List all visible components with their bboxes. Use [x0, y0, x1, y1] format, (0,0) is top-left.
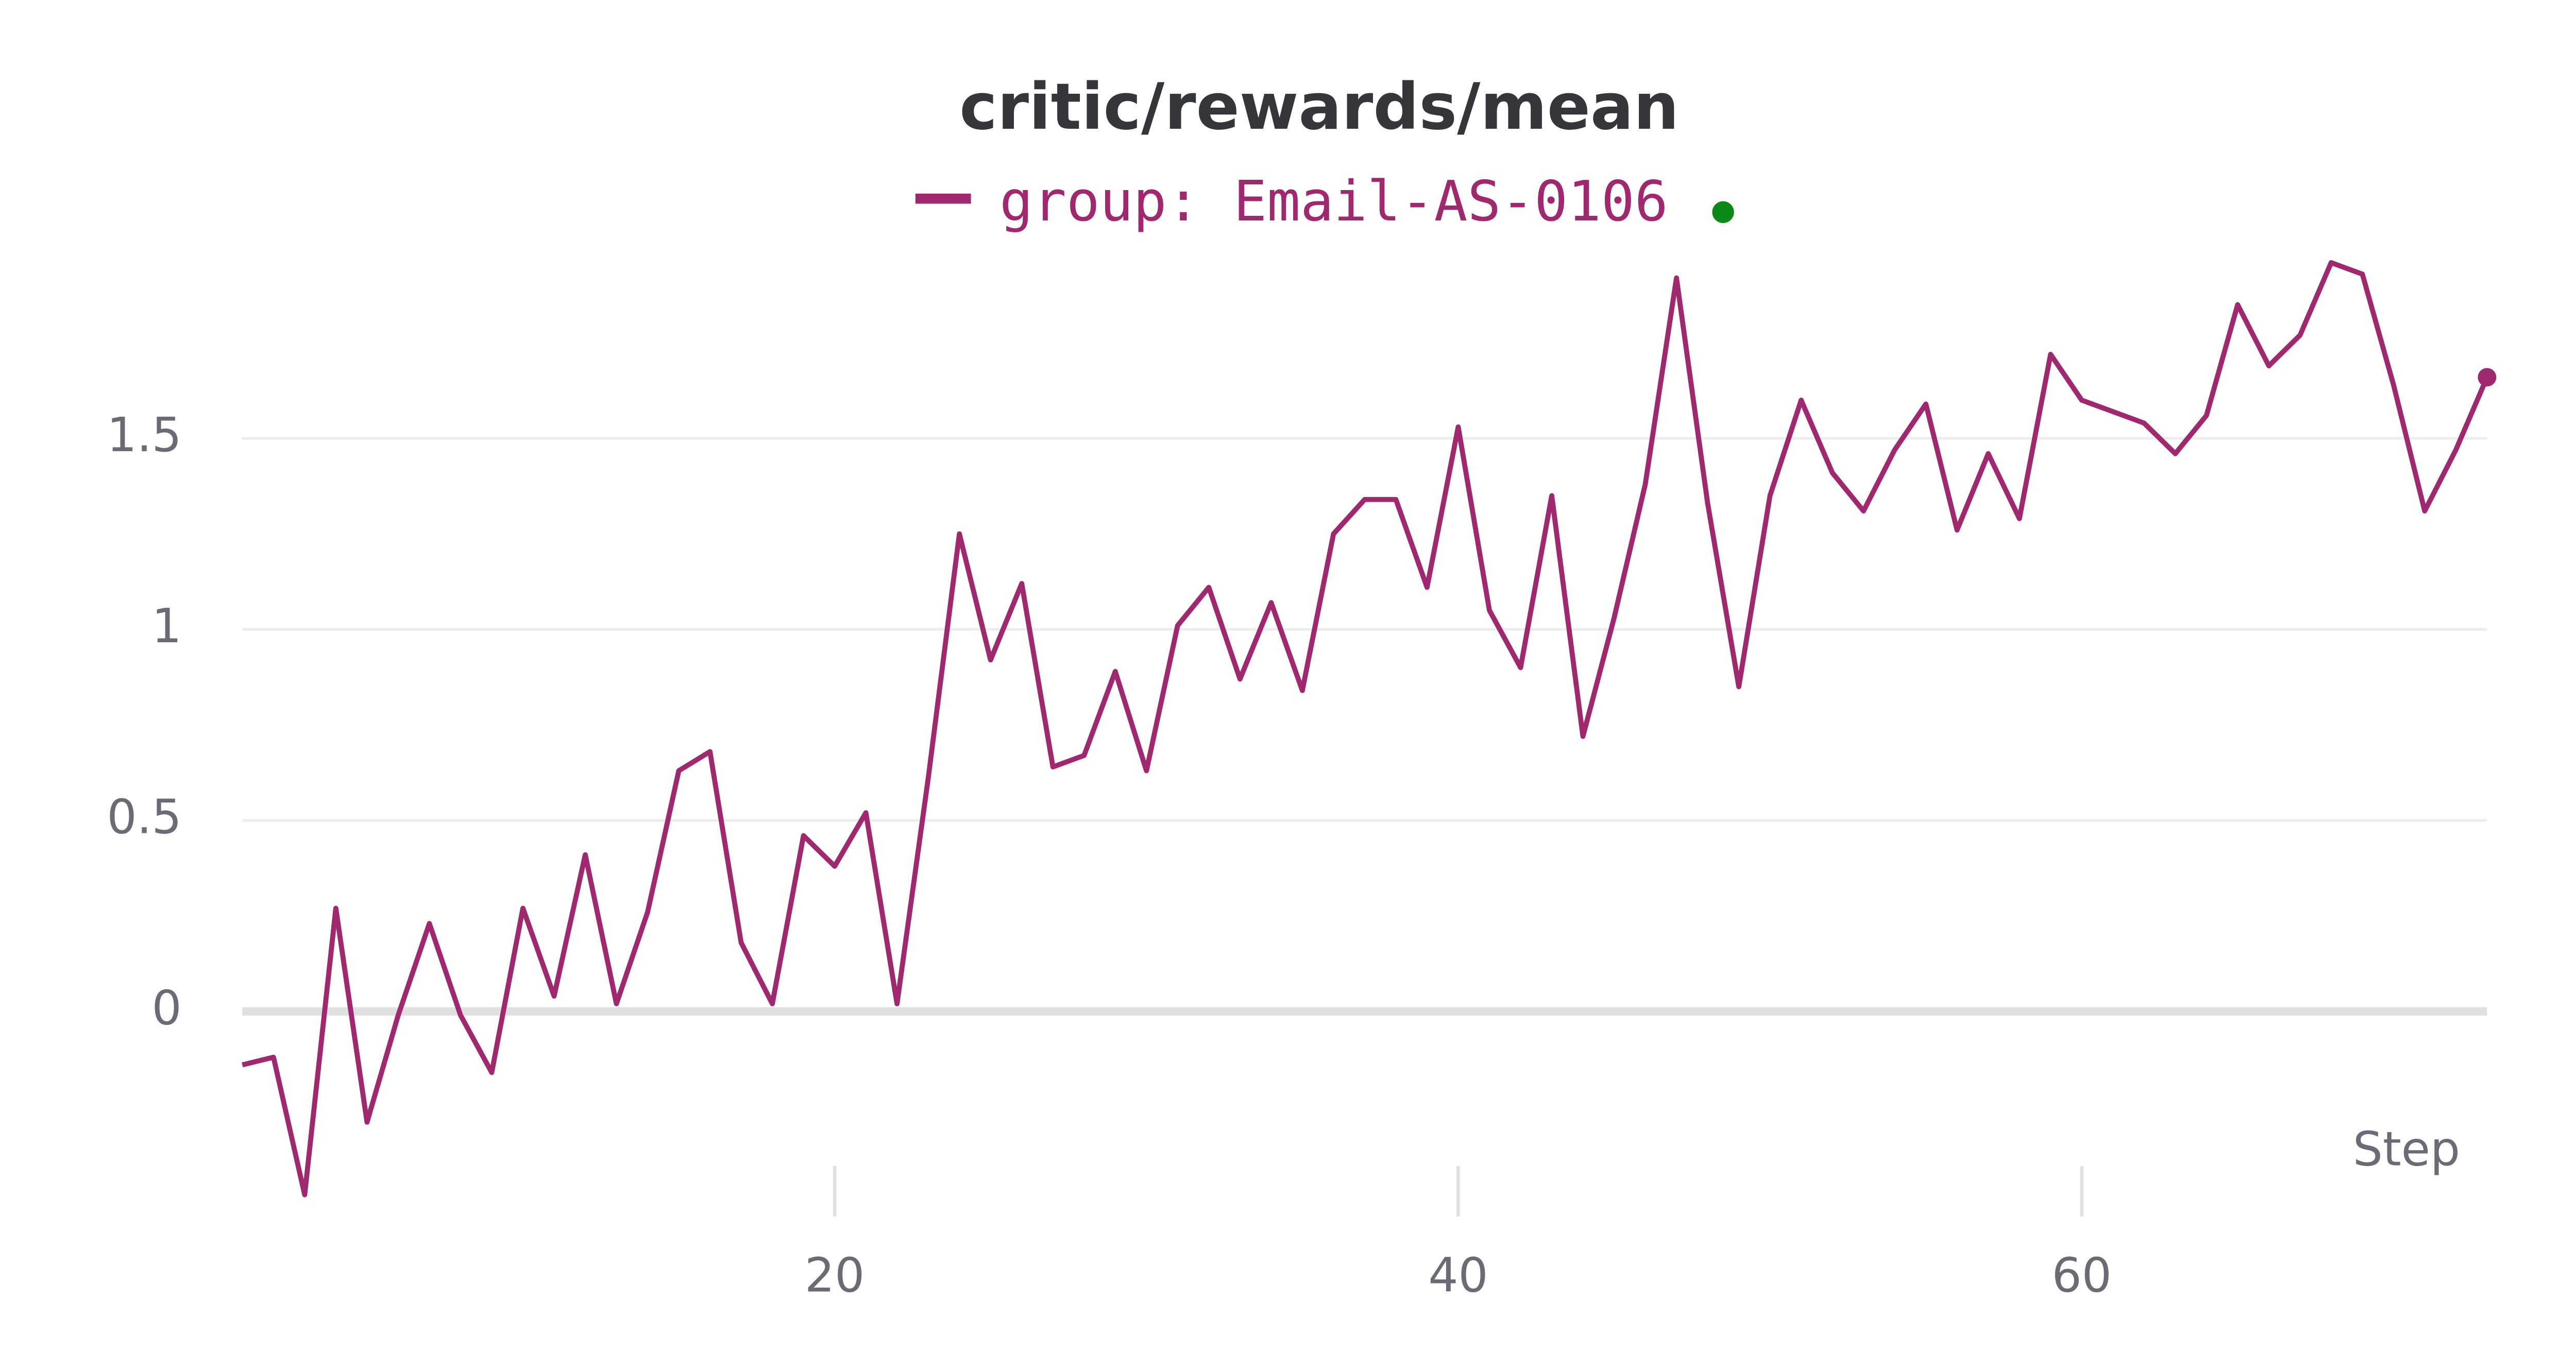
x-tick-label: 60	[2052, 1247, 2112, 1303]
y-tick-label: 1.5	[107, 407, 181, 463]
y-tick-label: 0	[152, 981, 182, 1036]
chart-title: critic/rewards/mean	[959, 70, 1679, 144]
y-tick-label: 1	[152, 598, 182, 654]
x-tick-label: 40	[1428, 1247, 1488, 1303]
legend-label[interactable]: group: Email-AS-0106	[999, 169, 1668, 234]
x-tick-label: 20	[805, 1247, 865, 1303]
series-line	[242, 260, 2489, 1198]
status-dot	[1712, 201, 1734, 224]
y-tick-label: 0.5	[107, 790, 181, 845]
last-point	[2478, 368, 2497, 387]
x-axis-label: Step	[2353, 1122, 2460, 1177]
